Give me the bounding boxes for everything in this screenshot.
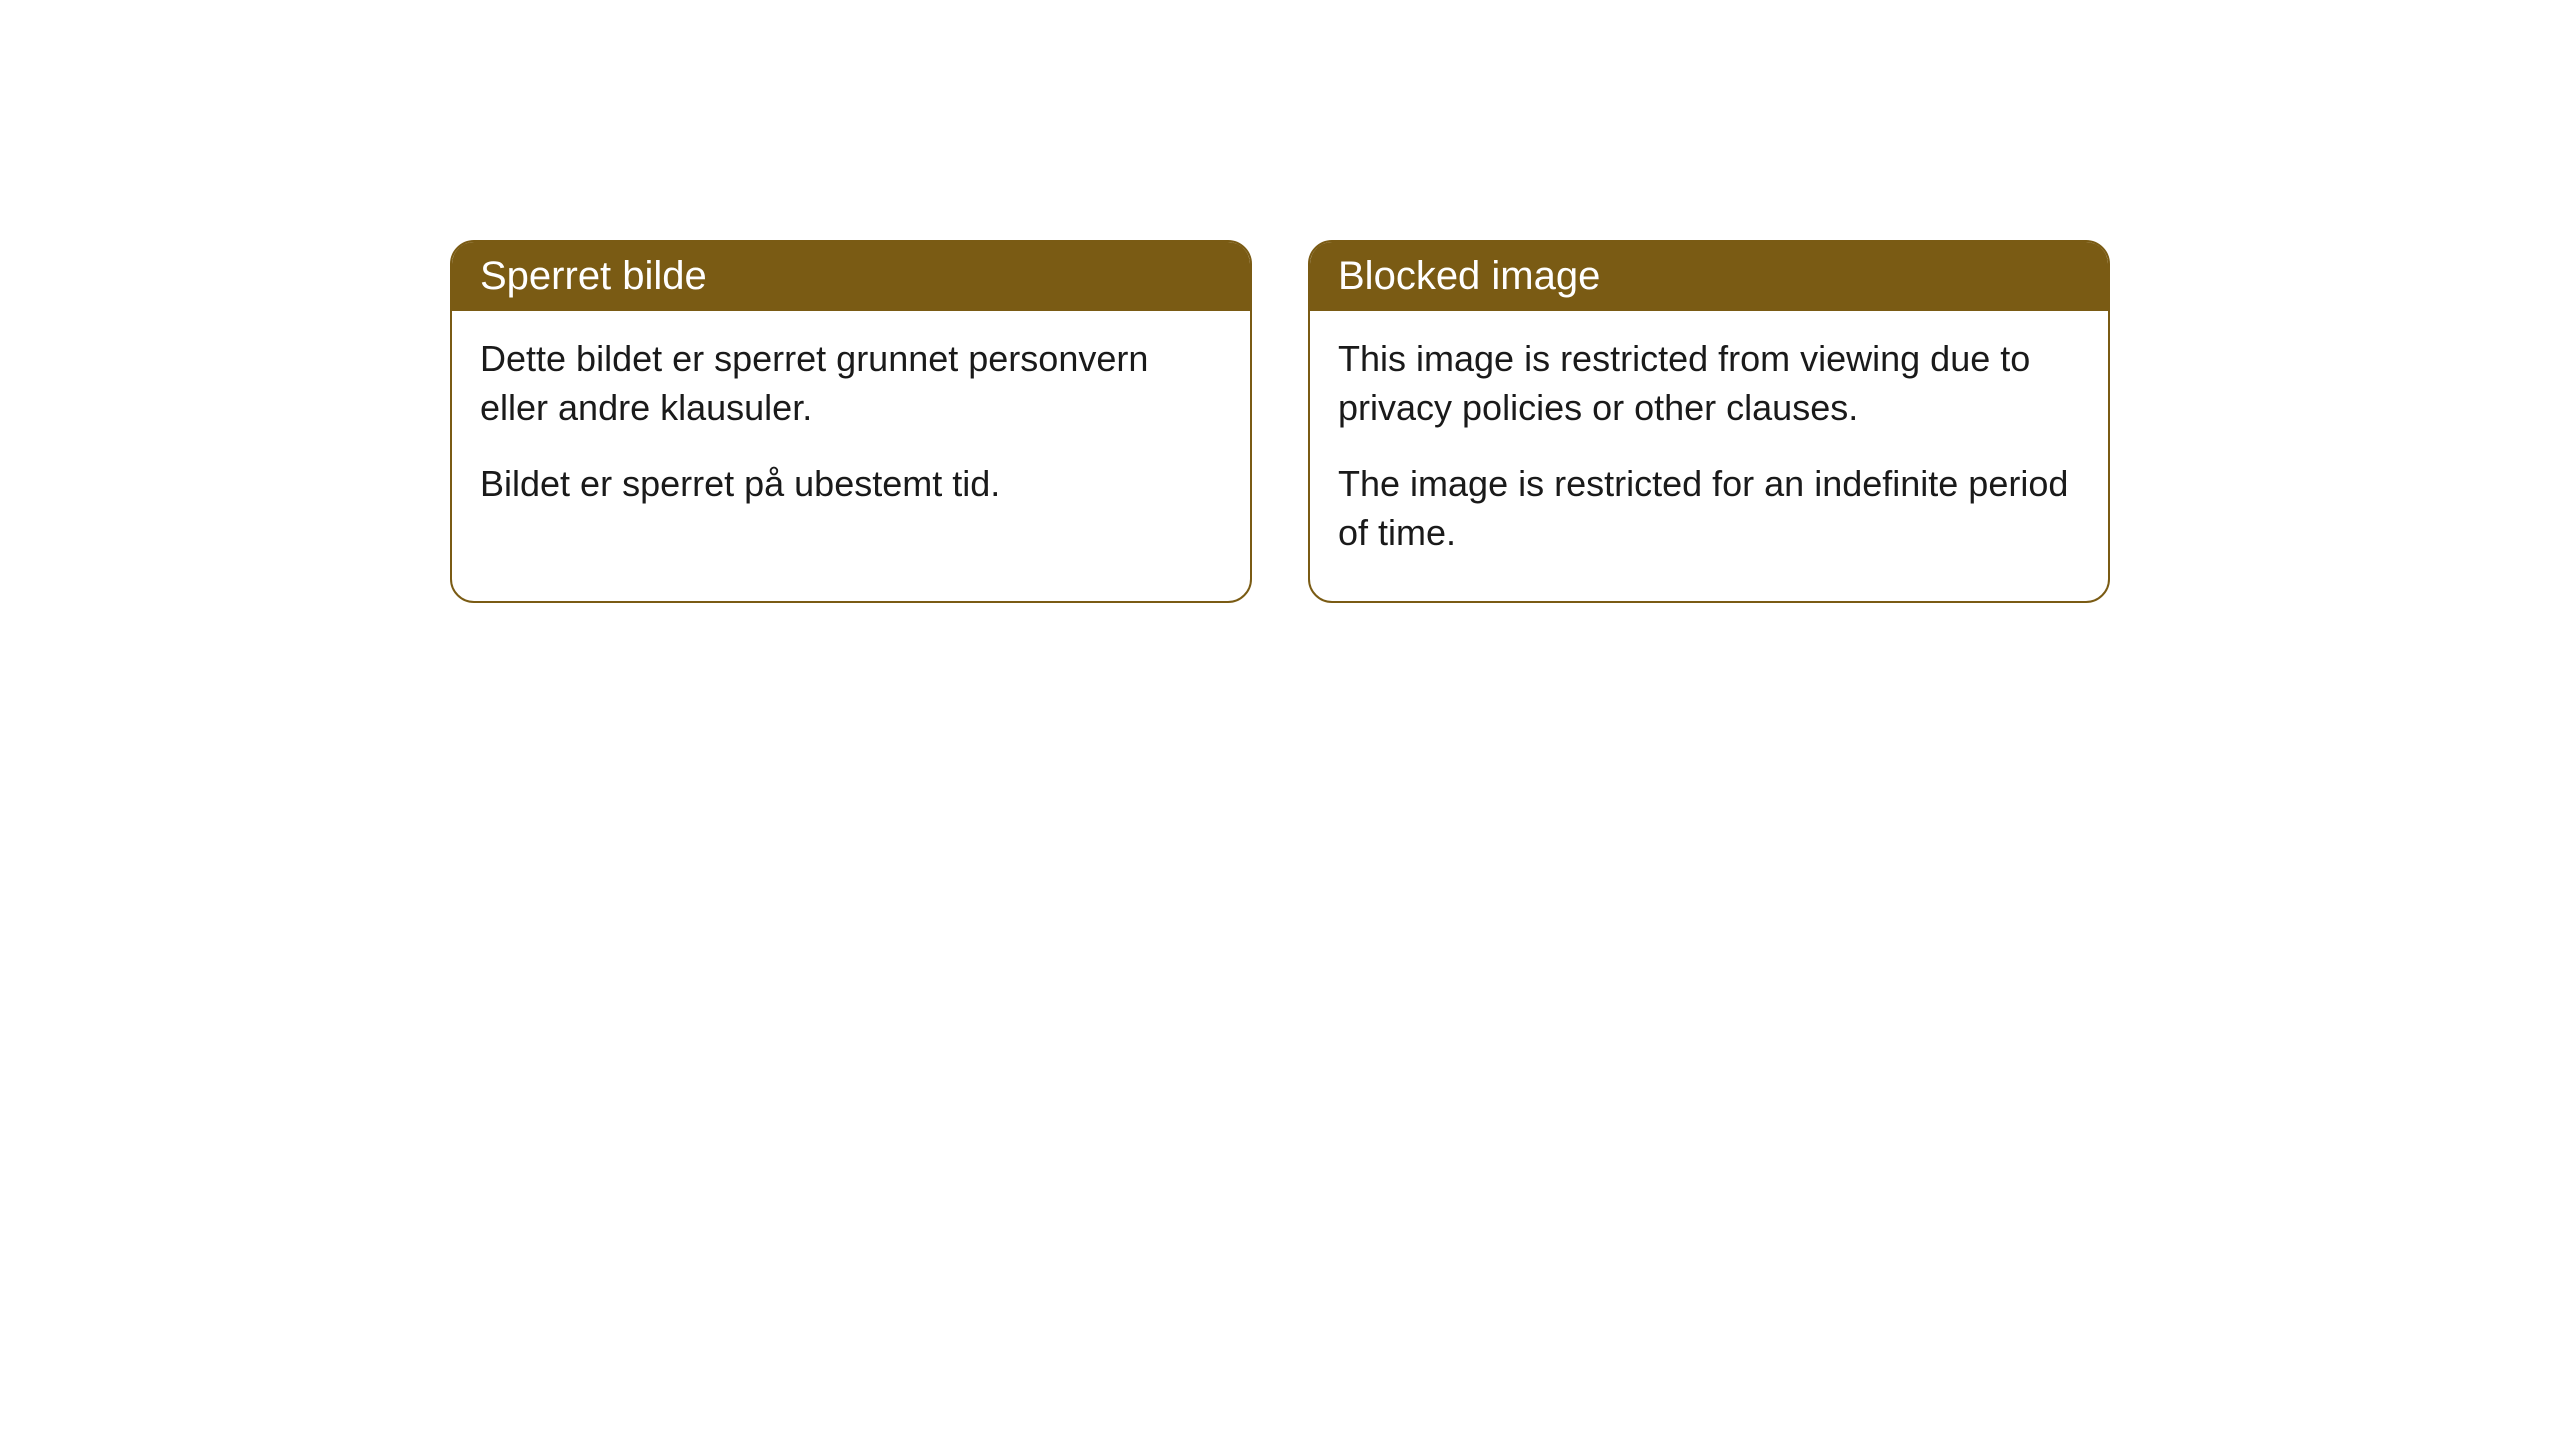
- card-body: This image is restricted from viewing du…: [1310, 311, 2108, 601]
- card-body: Dette bildet er sperret grunnet personve…: [452, 311, 1250, 553]
- notice-card-english: Blocked image This image is restricted f…: [1308, 240, 2110, 603]
- card-paragraph: This image is restricted from viewing du…: [1338, 335, 2080, 432]
- card-paragraph: Dette bildet er sperret grunnet personve…: [480, 335, 1222, 432]
- card-header: Blocked image: [1310, 242, 2108, 311]
- card-paragraph: Bildet er sperret på ubestemt tid.: [480, 460, 1222, 509]
- notice-card-norwegian: Sperret bilde Dette bildet er sperret gr…: [450, 240, 1252, 603]
- card-paragraph: The image is restricted for an indefinit…: [1338, 460, 2080, 557]
- notice-cards-container: Sperret bilde Dette bildet er sperret gr…: [450, 240, 2110, 603]
- card-header: Sperret bilde: [452, 242, 1250, 311]
